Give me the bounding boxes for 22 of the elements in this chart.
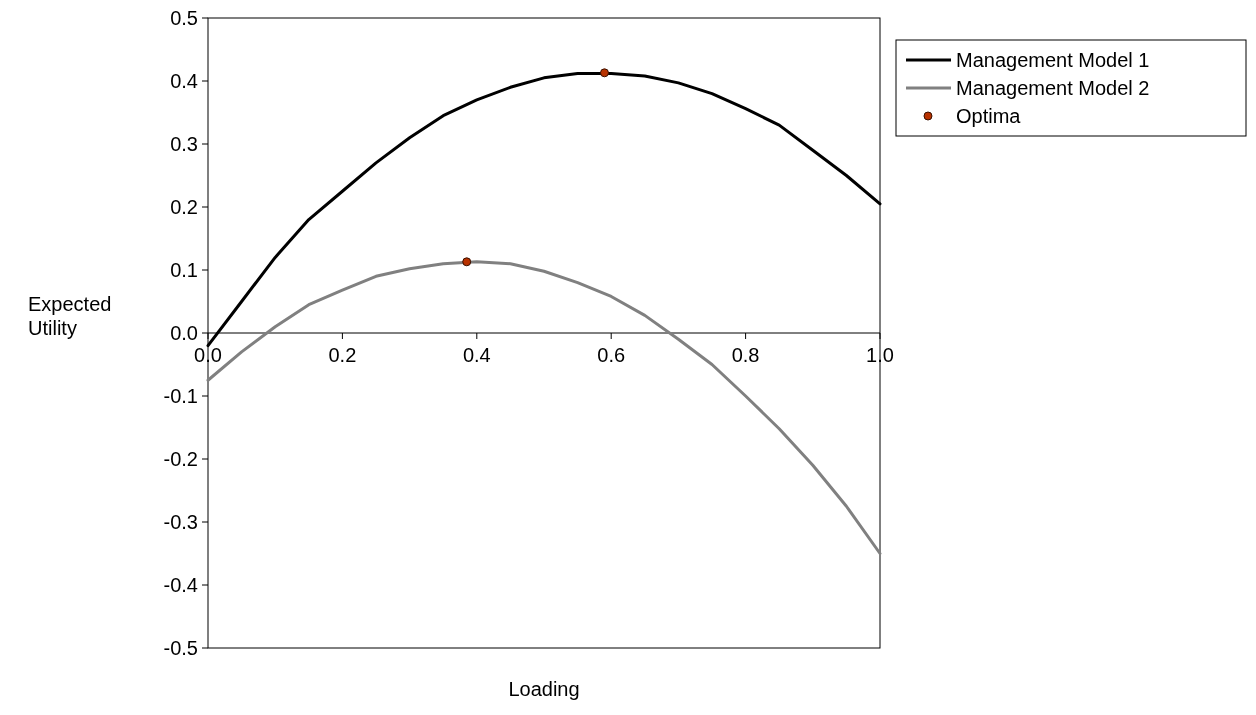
y-tick-label: 0.2: [170, 196, 198, 218]
y-tick-label: -0.2: [163, 448, 198, 470]
y-tick-label: 0.3: [170, 133, 198, 155]
x-tick-label: 0.8: [731, 344, 760, 366]
y-tick-label: -0.5: [163, 637, 198, 659]
x-tick-label: 0.2: [328, 344, 357, 366]
y-axis-title: Expected Utility: [28, 293, 112, 339]
y-tick-label: -0.1: [163, 385, 198, 407]
legend-label: Management Model 1: [956, 49, 1150, 71]
x-tick-label: 0.6: [597, 344, 626, 366]
y-tick-label: -0.3: [163, 511, 198, 533]
x-axis-title: Loading: [508, 678, 580, 700]
y-tick-label: 0.4: [170, 70, 198, 92]
y-tick-label: 0.1: [170, 259, 198, 281]
x-tick-label: 0.4: [462, 344, 491, 366]
y-tick-label: 0.5: [170, 7, 198, 29]
x-tick-label: 0.0: [194, 344, 222, 366]
x-tick-label: 1.0: [866, 344, 894, 366]
y-tick-label: -0.4: [163, 574, 198, 596]
legend-label: Management Model 2: [956, 77, 1150, 99]
y-tick-label: 0.0: [170, 322, 198, 344]
legend-label: Optima: [956, 105, 1022, 127]
